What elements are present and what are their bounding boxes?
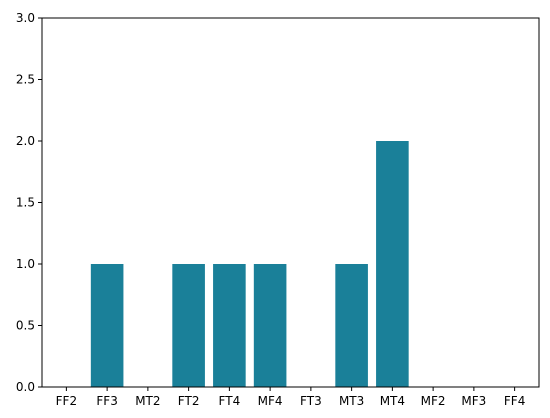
- x-tick-label: MF2: [421, 394, 446, 408]
- x-tick-label: FF3: [96, 394, 117, 408]
- bar-ff3: [90, 264, 124, 387]
- y-tick-label: 3.0: [16, 11, 35, 25]
- bar-mt4: [376, 141, 409, 387]
- x-tick-label: FT2: [178, 394, 200, 408]
- bars-group: [90, 141, 409, 387]
- y-axis: 0.0 0.5 1.0 1.5 2.0 2.5 3.0: [16, 11, 42, 394]
- x-axis: FF2 FF3 MT2 FT2 FT4 MF4 FT3 MT3 MT4 MF2 MF3 FF4: [56, 387, 525, 408]
- y-tick-label: 1.0: [16, 257, 35, 271]
- plot-background: [42, 18, 539, 387]
- y-tick-label: 0.0: [16, 380, 35, 394]
- bar-mf4: [253, 264, 287, 387]
- x-tick-label: FF4: [504, 394, 525, 408]
- x-tick-label: FT4: [219, 394, 241, 408]
- y-tick-label: 0.5: [16, 319, 35, 333]
- bar-ft4: [213, 264, 246, 387]
- x-tick-label: MT2: [135, 394, 160, 408]
- y-tick-label: 1.5: [16, 196, 35, 210]
- x-tick-label: FT3: [300, 394, 322, 408]
- bar-ft2: [172, 264, 205, 387]
- x-tick-label: MF4: [258, 394, 283, 408]
- x-tick-label: MT4: [380, 394, 405, 408]
- x-tick-label: MT3: [339, 394, 364, 408]
- x-tick-label: FF2: [56, 394, 77, 408]
- y-tick-label: 2.5: [16, 73, 35, 87]
- y-tick-label: 2.0: [16, 134, 35, 148]
- x-tick-label: MF3: [461, 394, 486, 408]
- bar-mt3: [335, 264, 368, 387]
